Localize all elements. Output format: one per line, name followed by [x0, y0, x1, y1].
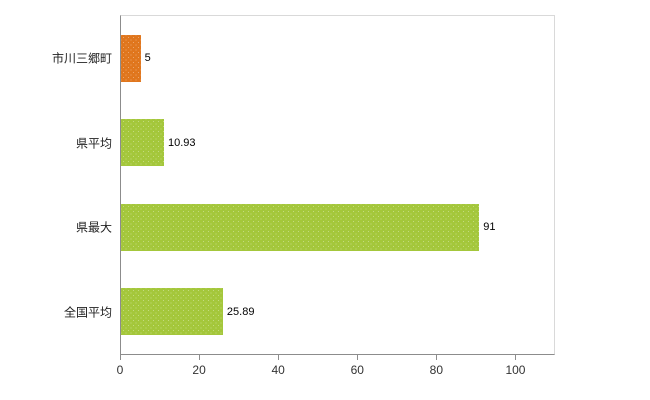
- x-tick-label: 100: [505, 363, 526, 377]
- value-label: 5: [144, 52, 151, 65]
- x-tick-label: 40: [271, 363, 285, 377]
- x-tick: [436, 355, 438, 360]
- x-tick: [199, 355, 201, 360]
- x-tick: [357, 355, 359, 360]
- x-tick-label: 20: [192, 363, 206, 377]
- x-tick: [515, 355, 517, 360]
- value-label: 10.93: [168, 136, 196, 149]
- category-label: 県最大: [75, 220, 112, 235]
- x-tick-label: 0: [116, 363, 124, 377]
- bar: [121, 288, 223, 336]
- value-label: 91: [483, 221, 496, 234]
- bar-row: 全国平均 25.89: [64, 270, 554, 355]
- plot-area: 市川三郷町 5 県平均 10.93 県最大 91 全国平均 25.89: [52, 15, 555, 355]
- category-label: 市川三郷町: [51, 51, 112, 66]
- bar: [121, 203, 480, 251]
- x-tick: [278, 355, 280, 360]
- bar-row: 県平均 10.93: [76, 101, 554, 186]
- x-axis: 0 20 40 60 80 100: [116, 355, 555, 385]
- category-label: 県平均: [75, 136, 112, 151]
- bar-row: 県最大 91: [76, 185, 554, 270]
- value-label: 25.89: [226, 305, 255, 318]
- x-tick-label: 80: [429, 363, 444, 377]
- x-tick-label: 60: [350, 363, 364, 377]
- bar: [121, 34, 141, 82]
- bar-row: 市川三郷町 5: [52, 16, 554, 101]
- x-tick: [120, 355, 121, 360]
- category-label: 全国平均: [63, 305, 112, 320]
- bar: [121, 119, 165, 167]
